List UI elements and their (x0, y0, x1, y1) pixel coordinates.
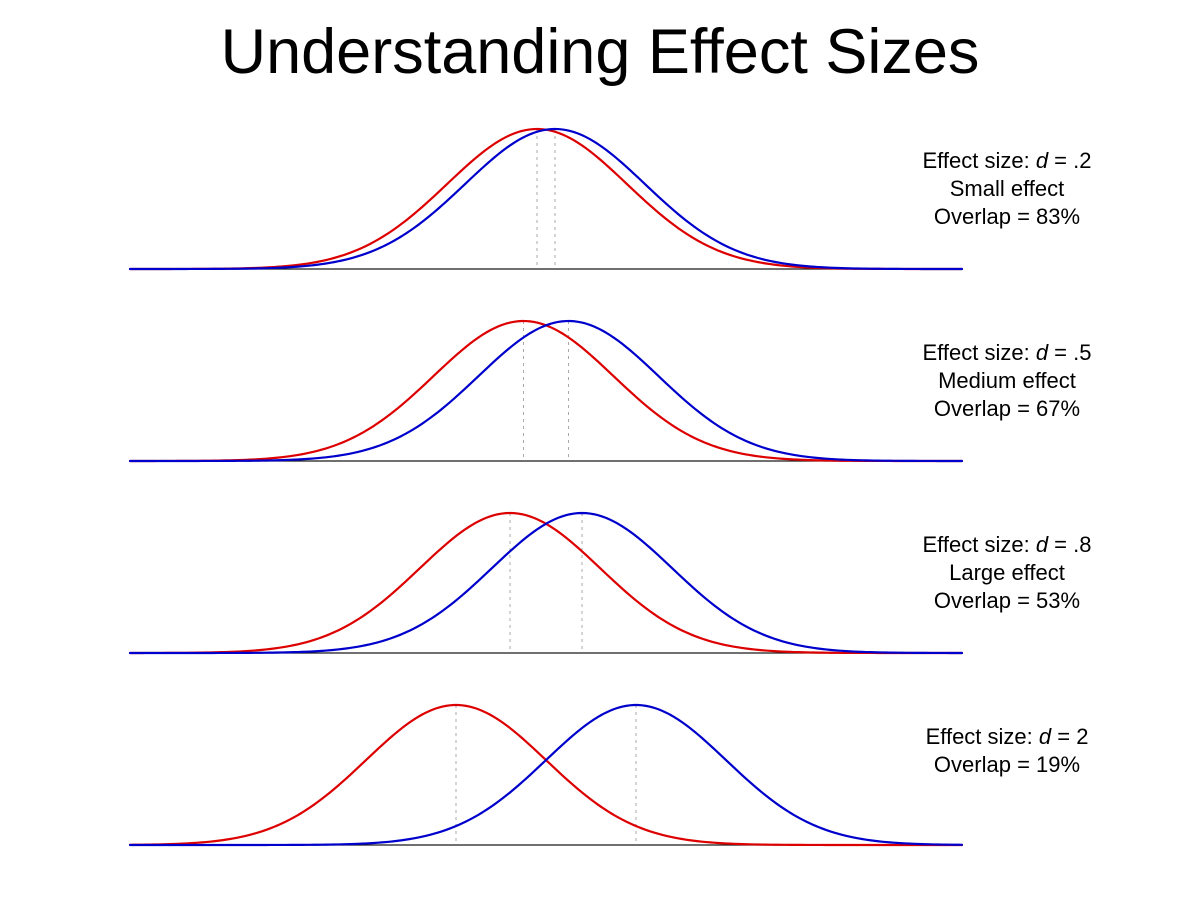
blue-distribution-curve (128, 704, 964, 847)
blue-distribution-curve (128, 512, 964, 655)
effect-name-label: Large effect (949, 560, 1065, 586)
effect-name-label: Small effect (949, 176, 1065, 202)
effect-size-value: = .8 (1048, 532, 1092, 558)
blue-distribution-curve (128, 320, 964, 463)
slide: Understanding Effect Sizes Effect size: … (0, 17, 1200, 900)
effect-size-label: Effect size: d = .5 (898, 339, 1116, 367)
panel-4-caption: Effect size: d = 2 Overlap = 19% (898, 723, 1116, 779)
panel-1-caption: Effect size: d = .2 Small effect Overlap… (898, 147, 1116, 231)
effect-size-value: = 2 (1051, 724, 1089, 750)
d-symbol: d (1035, 148, 1049, 174)
panel-3-caption: Effect size: d = .8 Large effect Overlap… (898, 531, 1116, 615)
overlap-label: Overlap = 19% (933, 752, 1081, 778)
panel-very-large-effect: Effect size: d = 2 Overlap = 19% (0, 687, 1200, 859)
red-distribution-curve (128, 128, 964, 271)
effect-name-label: Medium effect (938, 368, 1076, 394)
overlap-label: Overlap = 53% (933, 588, 1081, 614)
d-symbol: d (1035, 340, 1049, 366)
red-distribution-curve (128, 512, 964, 655)
effect-size-prefix: Effect size: (922, 148, 1036, 174)
effect-size-value: = .5 (1048, 340, 1092, 366)
effect-size-prefix: Effect size: (922, 532, 1036, 558)
blue-distribution-curve (128, 128, 964, 271)
overlap-label: Overlap = 83% (933, 204, 1081, 230)
effect-size-value: = .2 (1048, 148, 1092, 174)
effect-size-prefix: Effect size: (925, 724, 1039, 750)
effect-size-label: Effect size: d = 2 (898, 723, 1116, 751)
effect-size-label: Effect size: d = .8 (898, 531, 1116, 559)
red-distribution-curve (128, 320, 964, 463)
distribution-plot-3 (128, 512, 964, 655)
panel-small-effect: Effect size: d = .2 Small effect Overlap… (0, 111, 1200, 283)
distribution-plot-4 (128, 704, 964, 847)
effect-size-label: Effect size: d = .2 (898, 147, 1116, 175)
panel-medium-effect: Effect size: d = .5 Medium effect Overla… (0, 303, 1200, 475)
panel-large-effect: Effect size: d = .8 Large effect Overlap… (0, 495, 1200, 667)
d-symbol: d (1035, 532, 1049, 558)
distribution-plot-2 (128, 320, 964, 463)
panel-2-caption: Effect size: d = .5 Medium effect Overla… (898, 339, 1116, 423)
red-distribution-curve (128, 704, 964, 847)
page-title: Understanding Effect Sizes (220, 17, 980, 87)
d-symbol: d (1038, 724, 1052, 750)
effect-size-prefix: Effect size: (922, 340, 1036, 366)
overlap-label: Overlap = 67% (933, 396, 1081, 422)
distribution-plot-1 (128, 128, 964, 271)
